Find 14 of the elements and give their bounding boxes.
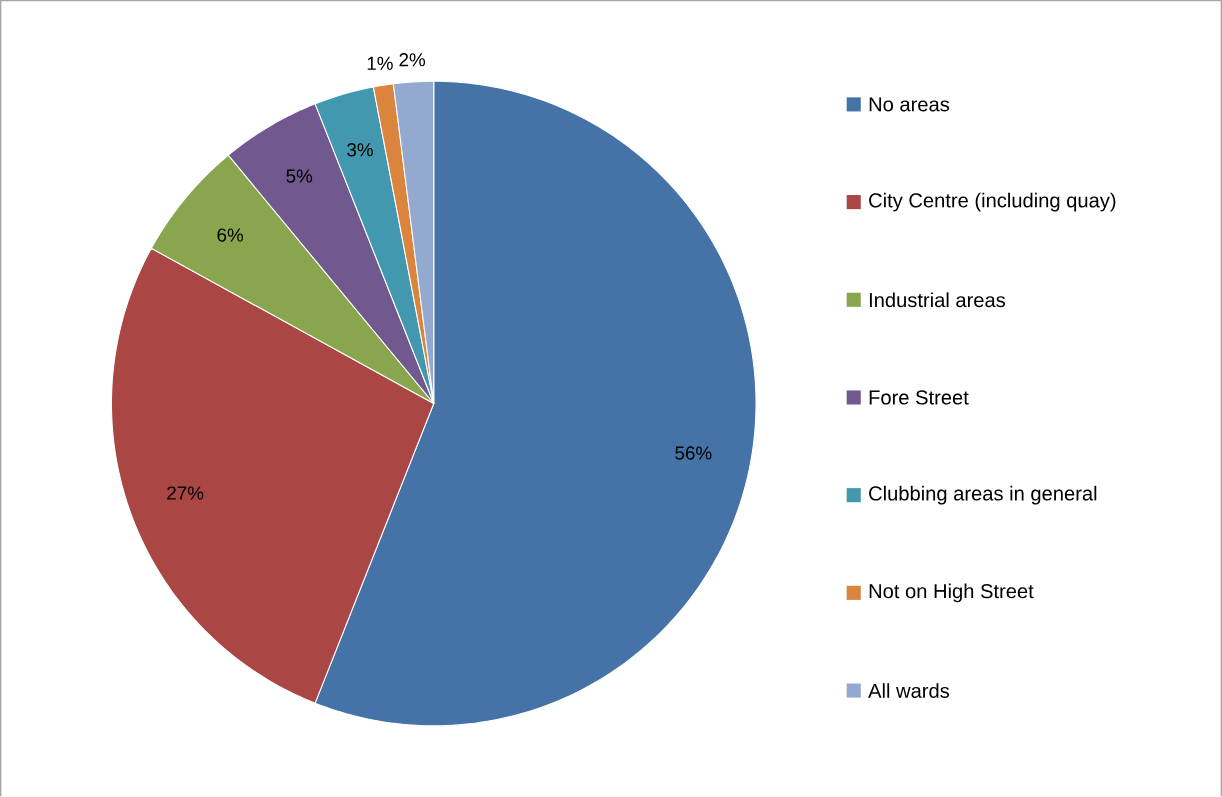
legend-label: No areas [869, 97, 950, 112]
legend-label: Not on High Street [869, 583, 1034, 603]
legend-label: City Centre (including quay) [869, 192, 1116, 212]
legend-label: All wards [868, 683, 950, 698]
data-label: 3% [347, 143, 373, 157]
data-label: 6% [217, 228, 244, 242]
data-label: 56% [675, 446, 712, 460]
legend-label: Fore Street [869, 390, 969, 405]
legend-label: Industrial areas [869, 292, 1006, 308]
legend-label: Clubbing areas in general [869, 485, 1097, 505]
data-label: 27% [167, 486, 204, 500]
data-label: 2% [399, 53, 426, 67]
data-label: 5% [286, 169, 313, 183]
data-label: 1% [367, 56, 393, 70]
